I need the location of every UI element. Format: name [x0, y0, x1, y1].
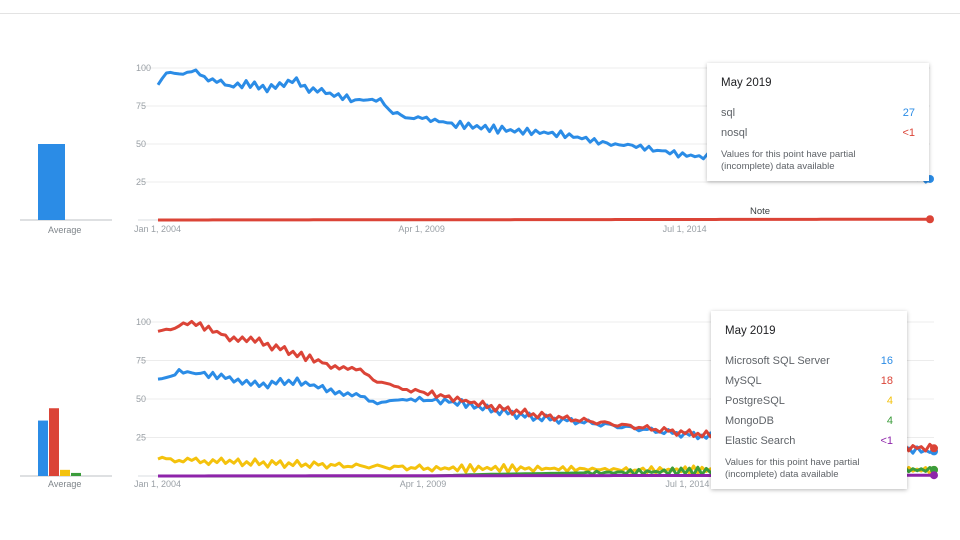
tooltip-series-name: MySQL — [725, 375, 762, 387]
tooltip-date: May 2019 — [721, 77, 772, 89]
x-tick-label: Jul 1, 2014 — [663, 224, 707, 234]
tooltip-series-value: 16 — [880, 355, 893, 367]
x-tick-label: Jul 1, 2014 — [665, 479, 709, 489]
x-tick-label: Apr 1, 2009 — [398, 224, 445, 234]
average-label: Average — [48, 225, 81, 235]
tooltip-series-value: 4 — [886, 395, 893, 407]
average-bar — [38, 144, 65, 220]
tooltip-series-name: Elastic Search — [725, 435, 796, 447]
average-bar — [60, 469, 70, 476]
x-tick-label: Jan 1, 2004 — [134, 224, 181, 234]
tooltip-rows: Microsoft SQL Server 16 MySQL 18 PostgreSQL 4… — [725, 351, 893, 451]
tooltip-row: Elastic Search <1 — [725, 431, 893, 451]
tooltip-note: Values for this point have partial (inco… — [725, 457, 860, 480]
tooltip-series-name: sql — [721, 107, 736, 119]
series-endpoint — [926, 215, 934, 224]
tooltip-row: nosql <1 — [721, 123, 915, 143]
tooltip-row: MongoDB 4 — [725, 411, 893, 431]
tooltip-date: May 2019 — [725, 325, 776, 337]
tooltip-series-name: nosql — [721, 127, 748, 139]
tooltip-row: MySQL 18 — [725, 371, 893, 391]
hover-tooltip: May 2019 Microsoft SQL Server 16 MySQL 18 Po… — [711, 311, 907, 489]
series-line — [158, 217, 930, 222]
x-tick-label: Jan 1, 2004 — [134, 479, 181, 489]
hover-tooltip: May 2019 sql 27 nosql <1 Values for this po… — [707, 63, 929, 181]
average-label: Average — [48, 479, 81, 489]
tooltip-note: Values for this point have partial (inco… — [721, 149, 856, 172]
tooltip-row: Microsoft SQL Server 16 — [725, 351, 893, 371]
y-tick-label: 50 — [136, 394, 146, 404]
series-endpoint — [930, 444, 938, 453]
y-tick-label: 50 — [136, 139, 146, 149]
x-tick-label: Apr 1, 2009 — [400, 479, 447, 489]
y-tick-label: 25 — [136, 177, 146, 187]
tooltip-series-value: <1 — [880, 435, 893, 447]
tooltip-series-name: PostgreSQL — [725, 395, 785, 407]
tooltip-rows: sql 27 nosql <1 — [721, 103, 915, 143]
note-annotation: Note — [748, 206, 773, 217]
tooltip-row: sql 27 — [721, 103, 915, 123]
y-tick-label: 100 — [136, 63, 151, 73]
trend-chart-sql-vs-nosql: 100 75 50 25 Jan 1, 2004 Apr 1, 2009 Jul 1, 20… — [0, 0, 960, 260]
top-divider — [0, 13, 960, 14]
y-tick-label: 75 — [136, 101, 146, 111]
average-bar — [49, 408, 59, 476]
tooltip-series-value: 27 — [902, 107, 915, 119]
average-bar — [38, 420, 48, 476]
tooltip-series-value: 18 — [880, 375, 893, 387]
y-tick-label: 25 — [136, 433, 146, 443]
y-tick-label: 100 — [136, 317, 151, 327]
tooltip-series-value: <1 — [902, 127, 915, 139]
y-tick-label: 75 — [136, 356, 146, 366]
tooltip-series-name: Microsoft SQL Server — [725, 355, 830, 367]
tooltip-series-value: 4 — [886, 415, 893, 427]
tooltip-series-name: MongoDB — [725, 415, 774, 427]
tooltip-row: PostgreSQL 4 — [725, 391, 893, 411]
average-bar — [71, 472, 81, 476]
series-endpoint — [930, 471, 938, 480]
